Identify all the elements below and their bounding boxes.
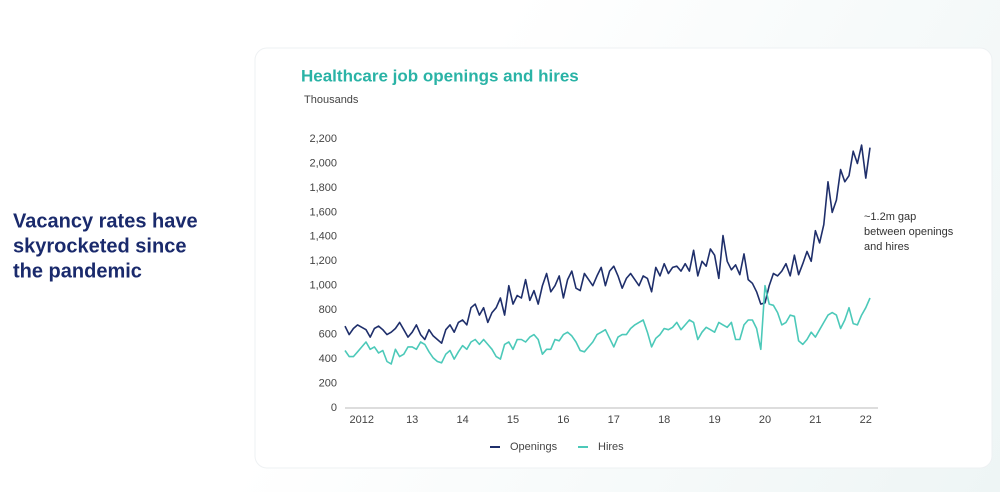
- x-tick-label: 2012: [350, 414, 374, 426]
- y-tick-label: 1,000: [309, 280, 337, 292]
- series-line: [344, 144, 871, 344]
- annotation: between openings: [864, 226, 954, 238]
- y-tick-label: 2,000: [309, 157, 337, 169]
- x-tick-label: 15: [507, 414, 519, 426]
- y-tick-label: 1,200: [309, 255, 337, 267]
- chart-card: [254, 47, 993, 469]
- x-tick-label: 13: [406, 414, 418, 426]
- x-tick-label: 18: [658, 414, 670, 426]
- chart-title: Healthcare job openings and hires: [301, 66, 579, 85]
- x-tick-label: 19: [708, 414, 720, 426]
- legend-label: Openings: [510, 441, 558, 453]
- x-tick-label: 21: [809, 414, 821, 426]
- x-tick-label: 14: [456, 414, 468, 426]
- x-tick-label: 17: [608, 414, 620, 426]
- annotation: and hires: [864, 241, 910, 253]
- y-tick-label: 2,200: [309, 133, 337, 145]
- y-tick-label: 0: [331, 402, 337, 414]
- y-tick-label: 400: [319, 353, 337, 365]
- series-line: [344, 284, 871, 365]
- y-tick-label: 800: [319, 304, 337, 316]
- y-tick-label: 1,400: [309, 231, 337, 243]
- y-tick-label: 600: [319, 329, 337, 341]
- x-tick-label: 22: [860, 414, 872, 426]
- x-tick-label: 20: [759, 414, 771, 426]
- annotation: ~1.2m gap: [864, 211, 916, 223]
- y-tick-label: 1,600: [309, 206, 337, 218]
- y-tick-label: 200: [319, 377, 337, 389]
- headline-line: the pandemic: [13, 260, 142, 282]
- y-axis-label: Thousands: [304, 94, 359, 106]
- headline-line: skyrocketed since: [13, 235, 186, 257]
- x-tick-label: 16: [557, 414, 569, 426]
- legend-label: Hires: [598, 441, 624, 453]
- headline-line: Vacancy rates have: [13, 210, 198, 232]
- y-tick-label: 1,800: [309, 182, 337, 194]
